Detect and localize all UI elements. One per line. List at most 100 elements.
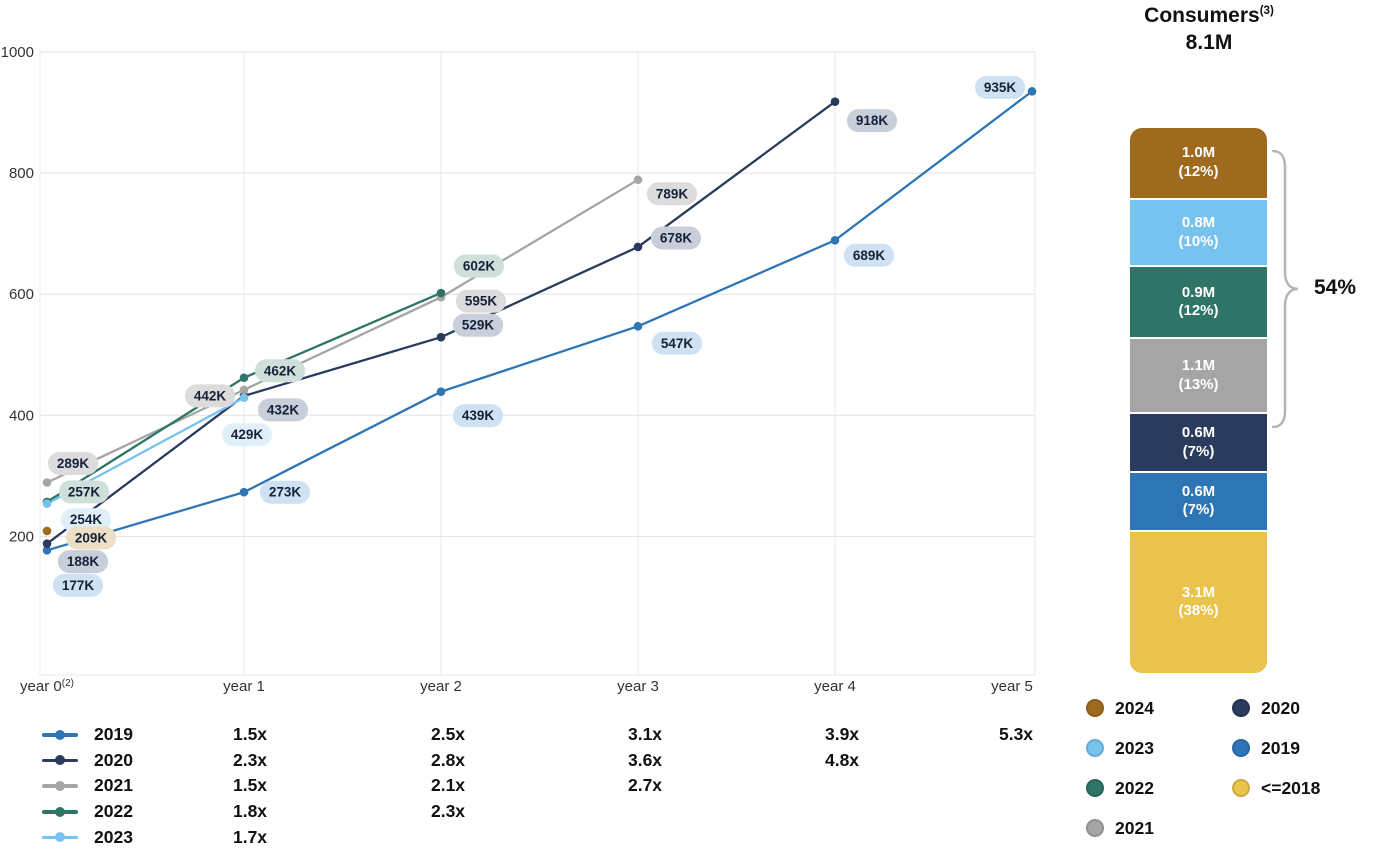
- segment-value: 0.6M: [1181, 482, 1216, 500]
- data-label-pill: [650, 226, 702, 250]
- multiplier-value: 1.7x: [232, 826, 268, 847]
- bar-segment-2023: 0.8M (10%): [1130, 198, 1267, 266]
- legend-swatch-icon: [1232, 739, 1250, 757]
- data-label: 209K: [75, 530, 108, 545]
- data-point-2019: [239, 487, 249, 497]
- series-year-label: 2021: [94, 775, 133, 796]
- multiplier-value: 2.8x: [430, 749, 466, 770]
- segment-percentage: (7%): [1182, 501, 1215, 519]
- consumers-total: 8.1M: [1185, 31, 1233, 55]
- legend-item-2020: 2020: [1232, 688, 1372, 728]
- data-label-pill: [974, 75, 1026, 99]
- cohort-row-2022: 2022 1.8x 2.3x: [0, 799, 1060, 825]
- y-axis-tick-label: 600: [9, 286, 34, 303]
- data-point-2020: [42, 539, 52, 548]
- data-label: 935K: [984, 80, 1017, 95]
- data-point-2024: [42, 526, 52, 536]
- y-axis-tick-label: 400: [9, 407, 34, 424]
- data-label: 257K: [68, 484, 101, 499]
- data-point-2019: [436, 387, 446, 396]
- cohort-row-2020: 2020 2.3x 2.8x 3.6x 4.8x: [0, 748, 1060, 774]
- y-axis-tick-label: 200: [9, 528, 34, 545]
- legend-label: 2024: [1115, 697, 1154, 718]
- data-label: 177K: [62, 578, 95, 593]
- x-axis-tick-label: year 4: [814, 678, 856, 695]
- data-point-2019: [1027, 87, 1037, 96]
- data-label: 462K: [264, 363, 297, 378]
- data-point-2022: [436, 288, 446, 298]
- data-label-pill: [57, 550, 109, 574]
- data-point-2022: [239, 373, 249, 383]
- multiplier-value: 2.1x: [430, 775, 466, 796]
- series-year-label: 2019: [94, 724, 133, 744]
- multiplier-value: 2.3x: [430, 801, 466, 822]
- legend-item-2022: 2022: [1086, 768, 1232, 808]
- legend-label: 2021: [1115, 817, 1154, 838]
- data-label-pill: [52, 573, 104, 597]
- legend-item-2023: 2023: [1086, 728, 1232, 768]
- cohort-row-2023: 2023 1.7x: [0, 825, 1060, 851]
- segment-value: 0.8M: [1181, 213, 1216, 231]
- series-marker-icon: [42, 832, 78, 843]
- legend-swatch-icon: [1086, 779, 1104, 797]
- series-year-label: 2022: [94, 801, 133, 822]
- data-label-pill: [65, 526, 117, 550]
- series-year-label: 2023: [94, 826, 133, 847]
- data-label-pill: [184, 384, 236, 408]
- series-line-2019: [46, 90, 1033, 552]
- multiplier-value: 3.6x: [627, 749, 663, 770]
- series-line-2021: [46, 178, 639, 484]
- legend-swatch-icon: [1086, 739, 1104, 757]
- cohort-line-chart: 200 400 600 800 1000 year 0(2) year 1 year 2 yea…: [1, 44, 1037, 695]
- legend-swatch-icon: [1086, 699, 1104, 717]
- data-label: 678K: [660, 230, 693, 245]
- bar-legend: 2024 2023 2022 2021 2020 2019 <=2018: [1086, 688, 1372, 848]
- series-marker-icon: [42, 806, 78, 817]
- data-label: 689K: [853, 248, 886, 263]
- bar-segment-2021: 1.1M (13%): [1130, 337, 1267, 413]
- multiplier-value: 5.3x: [998, 724, 1034, 744]
- series-data-labels: 177K 273K 439K 547K 689K 935K 188K 432K 529K 678K…: [47, 75, 1026, 597]
- segment-percentage: (13%): [1178, 375, 1219, 393]
- legend-column-2: 2020 2019 <=2018: [1232, 688, 1372, 848]
- legend-swatch-icon: [1232, 699, 1250, 717]
- bracket-brace: [1272, 150, 1299, 428]
- multiplier-value: 2.7x: [627, 775, 663, 796]
- bar-segment-2019: 0.6M (7%): [1130, 471, 1267, 530]
- legend-label: 2022: [1115, 777, 1154, 798]
- data-label-pill: [651, 331, 703, 355]
- segment-value: 0.6M: [1181, 423, 1216, 441]
- x-axis-tick-label: year 3: [617, 678, 659, 695]
- data-label: 289K: [57, 456, 90, 471]
- segment-percentage: (10%): [1178, 232, 1219, 250]
- series-marker-icon: [42, 780, 78, 791]
- segment-percentage: (7%): [1182, 442, 1215, 460]
- data-point-2020: [633, 242, 643, 252]
- data-point-2021: [42, 478, 52, 487]
- data-label: 789K: [656, 186, 689, 201]
- consumers-stacked-bar: 1.0M (12%) 0.8M (10%) 0.9M (12%) 1.1M (13%) 0.6M…: [1130, 128, 1267, 673]
- data-label-pill: [60, 508, 112, 532]
- data-point-2019: [830, 236, 840, 245]
- multiplier-value: 4.8x: [824, 749, 860, 770]
- data-label: 442K: [194, 388, 227, 403]
- legend-column-1: 2024 2023 2022 2021: [1086, 688, 1232, 848]
- x-axis-tick-label: year 5: [991, 678, 1033, 695]
- data-label: 918K: [856, 113, 889, 128]
- segment-percentage: (12%): [1178, 302, 1219, 320]
- data-label-pill: [646, 182, 698, 206]
- bar-segment-<=2018: 3.1M (38%): [1130, 529, 1267, 673]
- legend-label: 2019: [1261, 737, 1300, 758]
- multiplier-value: 1.5x: [232, 775, 268, 796]
- series-points: [42, 87, 1037, 555]
- consumers-title-line: Consumers(3): [1144, 4, 1274, 27]
- data-point-2021: [239, 385, 249, 395]
- multiplier-value: 3.1x: [627, 724, 663, 744]
- data-label: 602K: [463, 258, 496, 273]
- data-point-2021: [633, 175, 643, 185]
- legend-item-<=2018: <=2018: [1232, 768, 1372, 808]
- data-point-2020: [830, 97, 840, 106]
- bar-segment-2020: 0.6M (7%): [1130, 412, 1267, 472]
- bar-segment-2024: 1.0M (12%): [1130, 128, 1267, 199]
